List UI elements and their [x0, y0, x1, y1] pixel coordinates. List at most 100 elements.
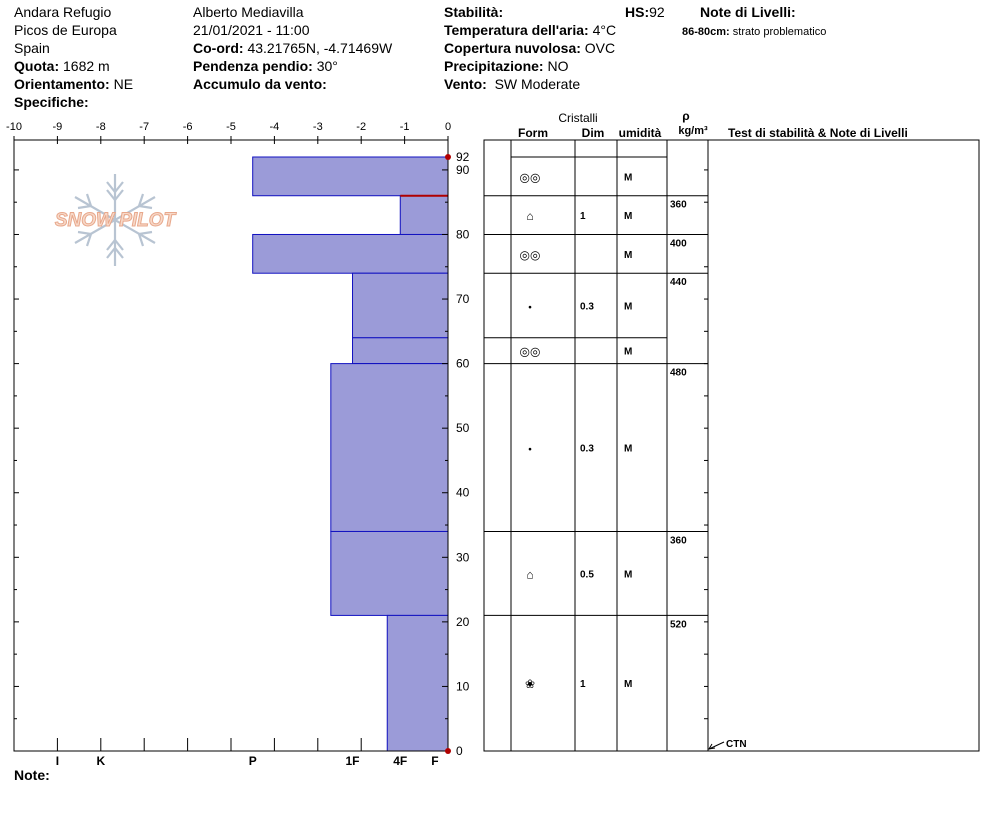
crystal-form-icon: ◎◎	[520, 248, 541, 262]
crystal-form-icon: ◎◎	[520, 345, 541, 359]
hardness-tick-label: -6	[183, 121, 193, 133]
layer-bar	[352, 337, 449, 365]
moisture-value: M	[624, 347, 632, 358]
density-table-rows: 360 400 440 480 360 520	[667, 195, 708, 630]
depth-tick-label: 90	[456, 163, 470, 177]
ctn-arrowhead	[708, 743, 716, 750]
depth-tick-label: 50	[456, 421, 470, 435]
density-value: 360	[670, 200, 687, 211]
moisture-value: M	[624, 302, 632, 313]
sky-value: OVC	[584, 40, 616, 56]
precip-value: NO	[547, 58, 569, 74]
depth-top-label: 92	[456, 150, 470, 164]
elevation-label: Quota:	[14, 58, 60, 74]
density-value: 440	[670, 277, 687, 288]
layer-bar	[330, 530, 449, 616]
air-temperature: Temperatura dell'aria: 4°C	[444, 21, 616, 39]
crystal-form-icon: ◎◎	[520, 170, 541, 184]
sky-cover: Copertura nuvolosa: OVC	[444, 39, 615, 57]
aspect: Orientamento: NE	[14, 75, 133, 93]
hardness-plot-frame	[13, 139, 449, 752]
moisture-value: M	[624, 679, 632, 690]
coord-label: Co-ord:	[193, 40, 244, 56]
moisture-header: umidità	[619, 126, 662, 140]
depth-tick-label: 60	[456, 357, 470, 371]
ctn-pointer	[708, 741, 725, 750]
size-header: Dim	[582, 126, 605, 140]
snowpilot-logo: SNOW PILOT	[54, 174, 177, 266]
snowflake-icon	[74, 174, 156, 266]
density-value: 400	[670, 238, 687, 249]
crystal-size: 0.3	[580, 302, 594, 313]
crystal-form-icon: •	[528, 445, 532, 456]
wind-value: SW Moderate	[494, 76, 581, 92]
crystal-form-icon: •	[528, 303, 532, 314]
layer-bar	[352, 272, 449, 339]
coord-value: 43.21765N, -4.71469W	[247, 40, 393, 56]
crystal-size: 0.3	[580, 444, 594, 455]
density-value: 520	[670, 619, 687, 630]
hand-hardness-label: 1F	[346, 754, 360, 768]
table-frame	[483, 139, 980, 752]
layer-bars	[252, 156, 449, 752]
hand-hardness-labels: I K P 1F 4F F	[56, 754, 439, 768]
layer-note: 86-80cm: strato problematico	[682, 23, 826, 41]
form-header: Form	[518, 126, 548, 140]
crystal-form-icon: ❀	[525, 677, 535, 691]
slope: Pendenza pendio: 30°	[193, 57, 338, 75]
location-name: Andara Refugio	[14, 4, 112, 20]
crystal-size: 0.5	[580, 569, 594, 580]
crystal-size: 1	[580, 211, 586, 222]
density-value: 360	[670, 535, 687, 546]
elevation-value: 1682 m	[63, 58, 110, 74]
moisture-value: M	[624, 250, 632, 261]
hardness-tick-label: -7	[139, 121, 149, 133]
layer-bar	[386, 614, 449, 752]
crystal-table-rows: ◎◎ M ⌂ 1 M ◎◎ M • 0.3 M ◎◎ M • 0.3 M ⌂ 0.5 M ❀ 1 M	[484, 156, 667, 691]
layer-notes-label: Note di Livelli:	[700, 4, 796, 20]
tests-header: Test di stabilità & Note di Livelli	[728, 126, 908, 140]
hardness-tick-label: -10	[6, 121, 22, 133]
crystal-form-icon: ⌂	[526, 567, 533, 581]
crystals-header: Cristalli	[558, 111, 597, 125]
hand-hardness-label: P	[249, 754, 257, 768]
air-temp-value: 4°C	[592, 22, 617, 38]
depth-tick-label: 40	[456, 486, 470, 500]
stability: Stabilità:	[444, 3, 503, 21]
wind-label: Vento:	[444, 76, 487, 92]
country: Spain	[14, 40, 50, 56]
depth-tick-label: 10	[456, 679, 470, 693]
precip-label: Precipitazione:	[444, 58, 544, 74]
hardness-axis: -10 -9 -8 -7 -6 -5 -4 -3 -2 -1 0	[6, 121, 451, 751]
depth-tick-label: 30	[456, 550, 470, 564]
hardness-tick-label: -8	[96, 121, 106, 133]
sky-label: Copertura nuvolosa:	[444, 40, 581, 56]
hardness-tick-label: -4	[270, 121, 280, 133]
hs-value: 92	[649, 4, 665, 20]
snow-height: HS:92	[625, 3, 665, 21]
hand-hardness-label: F	[431, 754, 438, 768]
observation-datetime: 21/01/2021 - 11:00	[193, 22, 310, 38]
hs-label: HS:	[625, 4, 650, 20]
moisture-value: M	[624, 444, 632, 455]
hardness-tick-label: 0	[445, 121, 451, 133]
ctn-marker: CTN	[708, 739, 747, 750]
ground-marker	[445, 748, 451, 754]
moisture-value: M	[624, 211, 632, 222]
depth-tick-label: 20	[456, 615, 470, 629]
observer-name: Alberto Mediavilla	[193, 4, 304, 20]
elevation: Quota: 1682 m	[14, 57, 110, 75]
stability-label: Stabilità:	[444, 4, 504, 20]
aspect-label: Orientamento:	[14, 76, 110, 92]
density-unit-header: kg/m³	[678, 125, 708, 137]
wind-loading-label: Accumulo da vento:	[193, 76, 327, 92]
layer-note-range: 86-80cm:	[682, 26, 730, 38]
hardness-tick-label: -2	[356, 121, 366, 133]
ctn-label: CTN	[726, 739, 747, 750]
wind-loading: Accumulo da vento:	[193, 75, 327, 93]
hand-hardness-label: 4F	[393, 754, 407, 768]
wind: Vento: SW Moderate	[444, 75, 580, 93]
hardness-tick-label: -5	[226, 121, 236, 133]
moisture-value: M	[624, 172, 632, 183]
